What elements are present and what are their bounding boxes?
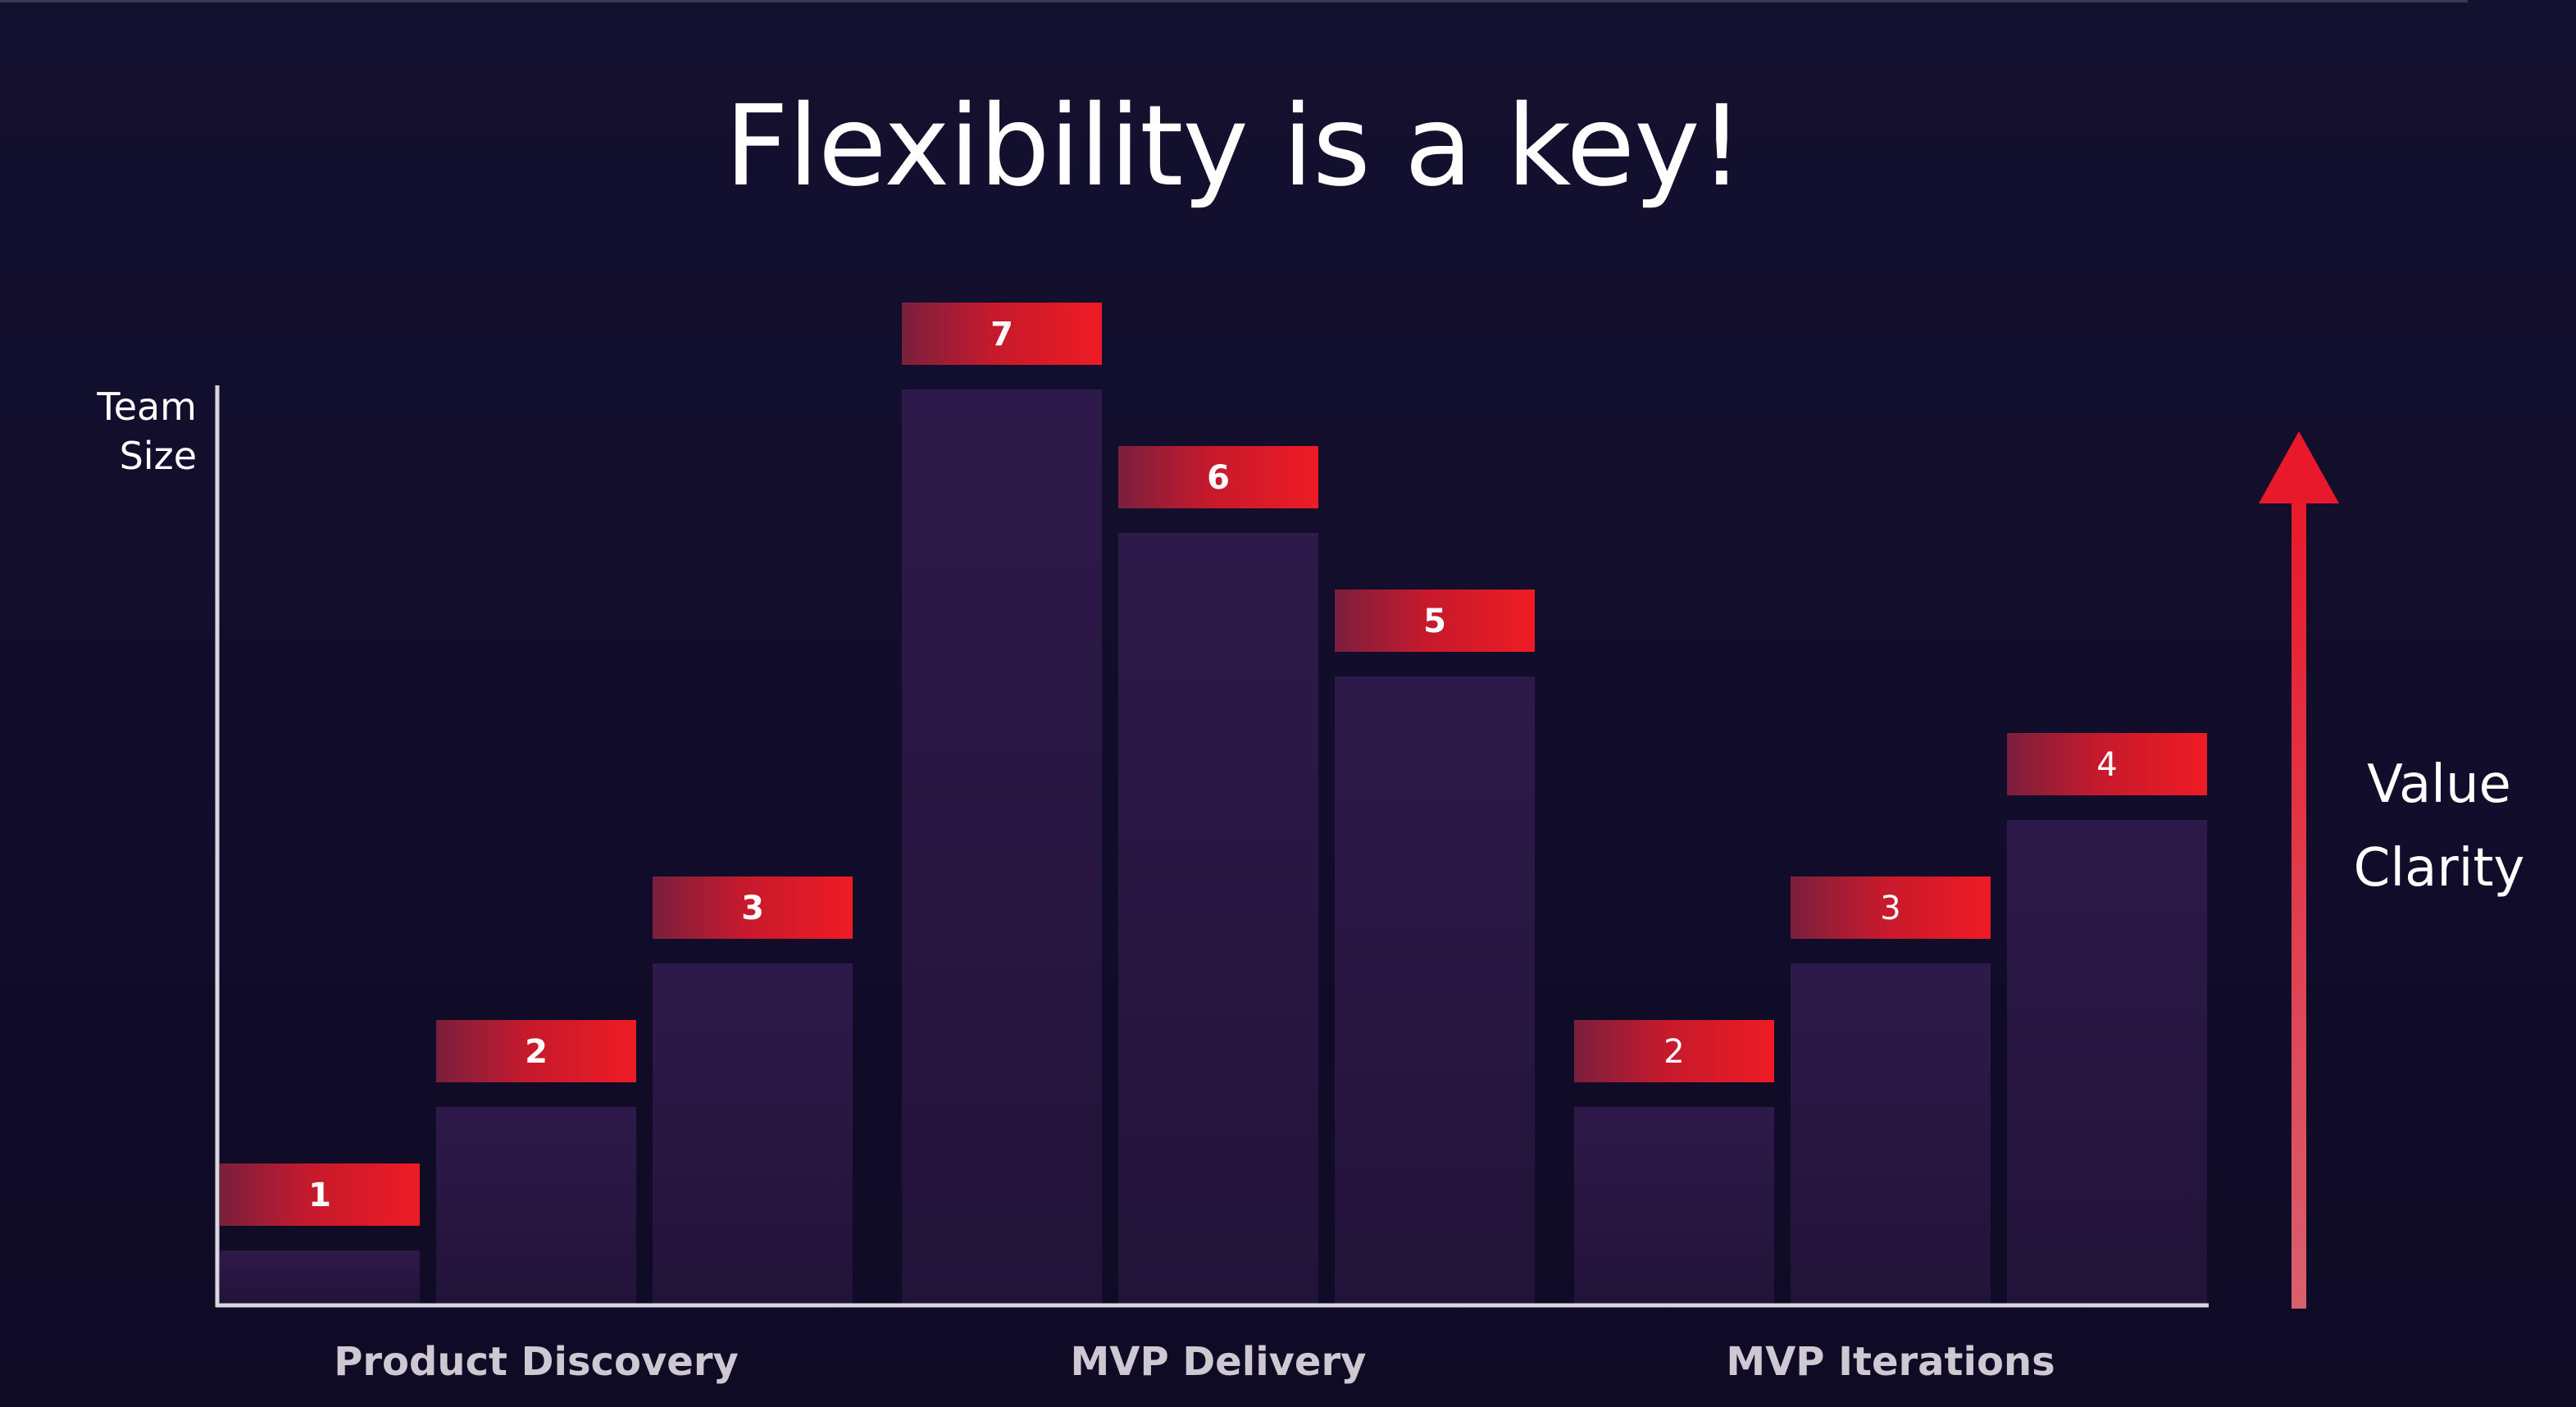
value-tag-2-2: [1118, 446, 1318, 508]
value-tag-3-2: [1791, 877, 1991, 939]
group-label-3: MVP Iterations: [1726, 1339, 2055, 1385]
bar-2-2: [1118, 533, 1318, 1304]
bar-1-2: [436, 1107, 636, 1304]
data-label-2-2: 6: [1207, 459, 1230, 497]
bar-3-3: [2007, 820, 2207, 1304]
data-label-1-1: 1: [308, 1177, 331, 1214]
chart-title: Flexibility is a key!: [724, 82, 1744, 212]
value-clarity-label: Value Clarity: [2312, 743, 2566, 910]
bar-2-1: [902, 389, 1102, 1304]
y-axis-label: Team Size: [49, 382, 197, 480]
value-clarity-label-line-2: Clarity: [2353, 838, 2525, 899]
value-tag-2-3: [1335, 590, 1535, 652]
bar-3-1: [1574, 1107, 1774, 1304]
group-label-2: MVP Delivery: [1071, 1339, 1367, 1385]
bar-1-3: [653, 963, 853, 1304]
data-label-2-3: 5: [1423, 603, 1446, 640]
data-label-1-2: 2: [525, 1033, 548, 1071]
value-clarity-label-line-1: Value: [2367, 754, 2511, 815]
y-axis-label-line-2: Size: [119, 434, 197, 478]
data-label-2-1: 7: [990, 316, 1013, 353]
data-label-3-1: 2: [1663, 1033, 1684, 1071]
value-arrow-head-icon: [2259, 431, 2339, 503]
bar-3-2: [1791, 963, 1991, 1304]
value-tag-2-1: [902, 303, 1102, 365]
value-tag-1-3: [653, 877, 853, 939]
value-tag-3-3: [2007, 733, 2207, 795]
data-label-3-3: 4: [2096, 746, 2117, 784]
bar-2-3: [1335, 676, 1535, 1304]
group-label-1: Product Discovery: [334, 1339, 739, 1385]
value-tag-1-2: [436, 1020, 636, 1082]
data-label-3-2: 3: [1880, 890, 1900, 927]
y-axis-label-line-1: Team: [97, 385, 197, 429]
top-border-line: [0, 0, 2468, 2]
value-tag-3-1: [1574, 1020, 1774, 1082]
value-tag-1-1: [220, 1163, 420, 1226]
value-arrow-shaft: [2292, 492, 2306, 1309]
data-label-1-3: 3: [741, 890, 764, 927]
bar-1-1: [220, 1250, 420, 1304]
